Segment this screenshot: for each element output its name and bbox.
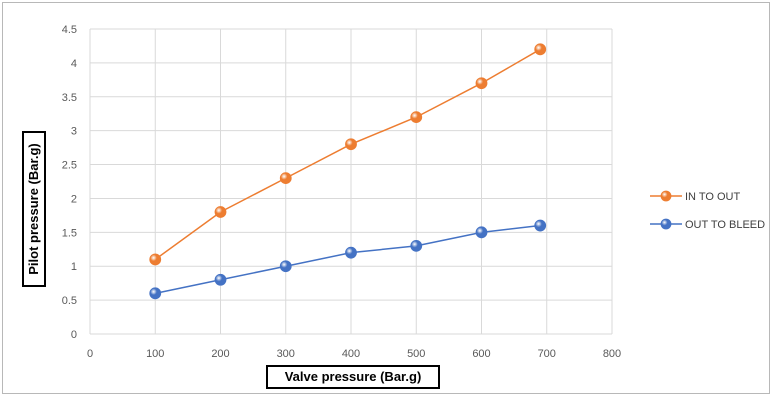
y-tick-label: 4.5 <box>62 24 77 36</box>
y-tick-label: 3 <box>71 126 77 138</box>
data-point <box>475 77 488 90</box>
y-tick-label: 1 <box>71 261 77 273</box>
y-tick-label: 0 <box>71 329 77 341</box>
x-tick-label: 0 <box>87 348 93 360</box>
x-axis-title: Valve pressure (Bar.g) <box>266 365 440 389</box>
data-point <box>279 172 292 185</box>
data-point <box>214 206 227 218</box>
x-tick-label: 500 <box>407 348 425 360</box>
legend-label: OUT TO BLEED <box>685 219 765 231</box>
y-tick-label: 0.5 <box>62 295 77 307</box>
x-tick-label: 300 <box>277 348 295 360</box>
x-tick-label: 200 <box>211 348 229 360</box>
x-tick-label: 700 <box>538 348 556 360</box>
data-point <box>534 219 547 232</box>
y-axis-title: Pilot pressure (Bar.g) <box>22 131 46 287</box>
data-point <box>345 138 357 151</box>
data-point <box>149 287 162 300</box>
y-tick-label: 3.5 <box>62 92 77 104</box>
data-point <box>279 260 292 273</box>
data-point <box>534 43 547 56</box>
y-tick-label: 2 <box>71 193 77 205</box>
data-point <box>345 246 357 259</box>
x-tick-label: 800 <box>603 348 621 360</box>
x-tick-label: 400 <box>342 348 360 360</box>
data-point <box>149 253 162 266</box>
y-tick-label: 1.5 <box>62 227 77 239</box>
y-tick-label: 2.5 <box>62 160 77 172</box>
y-axis-title-container: Pilot pressure (Bar.g) <box>22 131 46 287</box>
legend-marker <box>660 190 672 202</box>
data-point <box>410 111 423 124</box>
legend-marker <box>660 218 672 230</box>
x-tick-label: 600 <box>472 348 490 360</box>
data-point <box>410 239 423 252</box>
data-point <box>475 226 488 239</box>
x-tick-label: 100 <box>146 348 164 360</box>
legend-label: IN TO OUT <box>685 191 740 203</box>
data-point <box>214 273 227 286</box>
y-tick-label: 4 <box>71 58 77 70</box>
